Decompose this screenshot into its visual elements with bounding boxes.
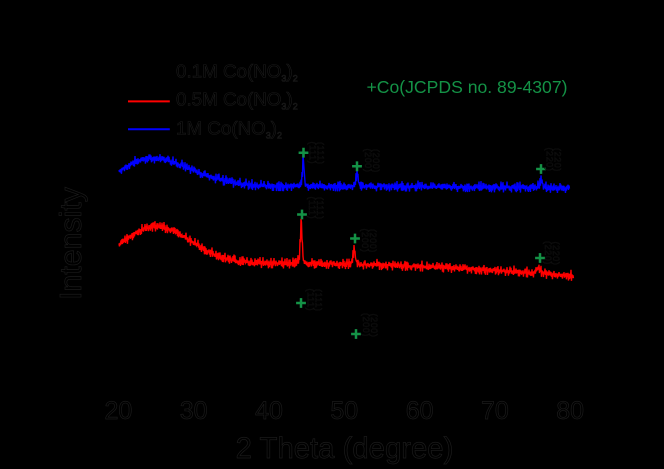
svg-text:(220): (220): [543, 241, 553, 265]
svg-text:30: 30: [180, 397, 208, 425]
svg-text:40: 40: [255, 397, 283, 425]
svg-text:+Co(JCPDS no. 89-4307): +Co(JCPDS no. 89-4307): [367, 77, 568, 97]
svg-text:70: 70: [481, 397, 509, 425]
svg-text:(200): (200): [369, 314, 379, 338]
svg-text:(111): (111): [306, 289, 316, 312]
svg-text:80: 80: [556, 397, 584, 425]
svg-text:0.1M Co(NO3)2: 0.1M Co(NO3)2: [176, 60, 298, 83]
svg-text:(111): (111): [307, 197, 317, 220]
svg-text:0.5M Co(NO3)2: 0.5M Co(NO3)2: [176, 89, 298, 112]
svg-text:(200): (200): [368, 229, 378, 253]
svg-text:(200): (200): [371, 149, 381, 173]
svg-text:(111): (111): [308, 142, 318, 165]
svg-text:20: 20: [104, 397, 132, 425]
svg-text:(200): (200): [360, 229, 370, 253]
svg-text:2 Theta (degree): 2 Theta (degree): [236, 432, 454, 465]
svg-text:(220): (220): [545, 148, 555, 172]
svg-text:(220): (220): [553, 148, 563, 172]
svg-text:1M Co(NO3)2: 1M Co(NO3)2: [176, 118, 282, 141]
svg-text:60: 60: [406, 397, 434, 425]
svg-text:(200): (200): [361, 313, 371, 337]
svg-text:Intensity: Intensity: [55, 186, 88, 300]
svg-text:50: 50: [330, 397, 358, 425]
svg-text:(220): (220): [551, 242, 561, 266]
svg-text:(111): (111): [314, 289, 324, 312]
svg-text:(111): (111): [315, 197, 325, 220]
svg-text:(111): (111): [316, 142, 326, 165]
svg-text:(200): (200): [363, 149, 373, 173]
